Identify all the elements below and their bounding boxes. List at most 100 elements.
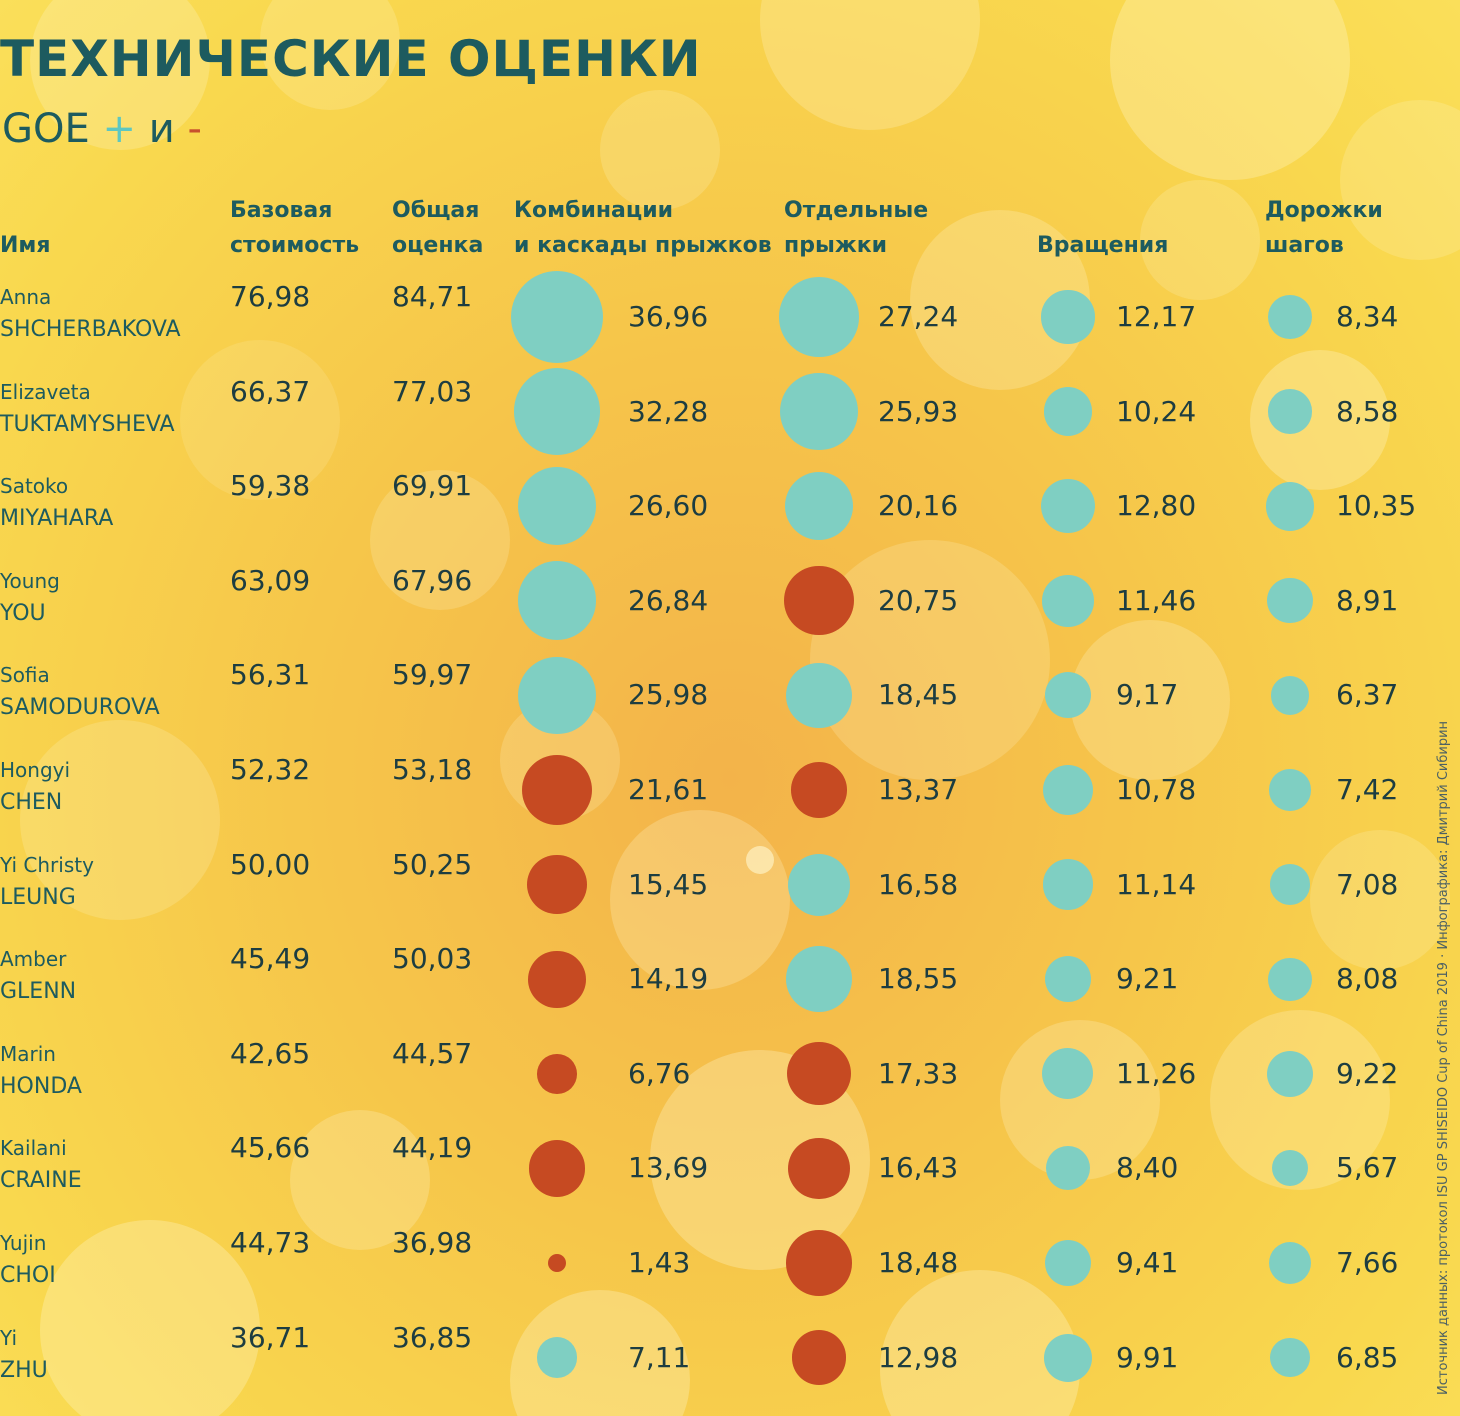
spin-bubble	[1044, 956, 1092, 1003]
base-value: 45,66	[230, 1131, 311, 1165]
source-credit: Источник данных: протокол ISU GP SHISEID…	[1436, 720, 1451, 1395]
skater-first-name: Marin	[0, 1041, 56, 1066]
base-value: 50,00	[230, 847, 311, 881]
step-value: 10,35	[1336, 489, 1417, 523]
header-spins: Вращения	[1037, 233, 1169, 258]
skater-first-name: Yi Christy	[0, 852, 94, 877]
jump-bubble	[786, 1230, 852, 1296]
bokeh-circle	[290, 1110, 430, 1250]
combo-bubble	[510, 270, 604, 364]
bokeh-circle	[1250, 350, 1390, 490]
skater-last-name: YOU	[0, 600, 46, 626]
combo-value: 26,60	[628, 489, 709, 523]
skater-name: Yi ZHU	[0, 1322, 48, 1388]
bokeh-circle	[760, 0, 980, 130]
skater-first-name: Elizaveta	[0, 379, 91, 404]
skater-first-name: Young	[0, 568, 60, 593]
spin-bubble	[1041, 290, 1095, 344]
skater-first-name: Amber	[0, 947, 67, 972]
jump-value: 17,33	[878, 1056, 959, 1090]
bokeh-circle	[20, 720, 220, 920]
step-value: 6,37	[1336, 678, 1399, 712]
combo-value: 26,84	[628, 583, 709, 617]
spin-value: 8,40	[1116, 1151, 1179, 1185]
skater-first-name: Yi	[0, 1325, 18, 1350]
jump-bubble	[780, 372, 858, 451]
step-bubble	[1269, 769, 1311, 811]
bokeh-circle	[1340, 100, 1460, 260]
skater-first-name: Sofia	[0, 663, 50, 688]
jump-value: 16,43	[878, 1151, 959, 1185]
step-bubble	[1268, 295, 1312, 339]
combo-value: 25,98	[628, 678, 709, 712]
spin-value: 9,17	[1116, 678, 1179, 712]
spin-value: 9,21	[1116, 962, 1179, 996]
spin-bubble	[1044, 1333, 1092, 1382]
base-value: 52,32	[230, 753, 311, 786]
spin-bubble	[1044, 672, 1091, 719]
header-base: Базовая стоимость	[230, 198, 360, 258]
bokeh-circle	[610, 810, 790, 990]
jump-value: 13,37	[878, 773, 959, 806]
step-bubble	[1267, 578, 1313, 624]
combo-bubble	[521, 754, 593, 826]
subtitle-minus: -	[187, 106, 202, 152]
bokeh-circle	[30, 0, 210, 150]
spin-value: 10,78	[1116, 773, 1197, 806]
skater-name: Young YOU	[0, 565, 60, 631]
step-bubble	[1268, 1241, 1312, 1285]
step-bubble	[1271, 1150, 1309, 1187]
base-value: 63,09	[230, 563, 311, 597]
jump-bubble	[784, 566, 854, 636]
step-value: 8,91	[1336, 583, 1399, 617]
combo-value: 21,61	[628, 773, 709, 806]
step-value: 5,67	[1336, 1151, 1399, 1185]
combo-value: 36,96	[628, 300, 709, 333]
jump-value: 20,16	[878, 489, 959, 523]
bokeh-circle	[910, 210, 1090, 390]
base-value: 56,31	[230, 658, 311, 692]
subtitle-plus: +	[102, 106, 136, 152]
bokeh-circle	[600, 90, 720, 210]
combo-bubble	[517, 561, 597, 641]
spin-value: 11,14	[1116, 867, 1197, 901]
step-bubble	[1268, 957, 1312, 1001]
combo-bubble	[513, 368, 601, 455]
spin-bubble	[1045, 1146, 1091, 1191]
combo-bubble	[528, 950, 586, 1008]
spin-value: 11,26	[1116, 1056, 1197, 1090]
skater-first-name: Hongyi	[0, 758, 71, 782]
spin-bubble	[1043, 387, 1093, 436]
combo-value: 14,19	[628, 962, 709, 996]
jump-bubble	[791, 762, 847, 818]
combo-value: 7,11	[628, 1340, 691, 1374]
page-title: ТЕХНИЧЕСКИЕ ОЦЕНКИ	[0, 30, 702, 88]
base-value: 36,71	[230, 1320, 311, 1354]
total-score: 53,18	[392, 753, 473, 786]
skater-name: Marin HONDA	[0, 1038, 82, 1104]
step-bubble	[1267, 389, 1313, 434]
spin-bubble	[1043, 765, 1093, 815]
bokeh-circle	[40, 1220, 260, 1416]
jump-value: 18,45	[878, 678, 959, 712]
base-value: 59,38	[230, 469, 311, 503]
combo-bubble	[517, 467, 597, 546]
bokeh-circle	[510, 1290, 690, 1416]
bokeh-circle	[1000, 1020, 1160, 1180]
jump-bubble	[779, 277, 859, 357]
combo-value: 13,69	[628, 1151, 709, 1185]
base-value: 44,73	[230, 1226, 311, 1259]
header-combos: Комбинации и каскады прыжков	[514, 198, 772, 258]
combo-bubble	[547, 1253, 567, 1273]
total-score: 69,91	[392, 469, 473, 503]
step-bubble	[1270, 676, 1310, 715]
skater-last-name: MIYAHARA	[0, 506, 114, 532]
step-bubble	[1266, 1050, 1314, 1097]
total-score: 50,25	[392, 847, 473, 881]
jump-bubble	[786, 662, 852, 729]
spin-value: 12,17	[1116, 300, 1197, 333]
total-score: 36,98	[392, 1226, 473, 1259]
spin-value: 9,41	[1116, 1246, 1179, 1279]
step-bubble	[1269, 864, 1311, 905]
jump-value: 27,24	[878, 300, 959, 333]
